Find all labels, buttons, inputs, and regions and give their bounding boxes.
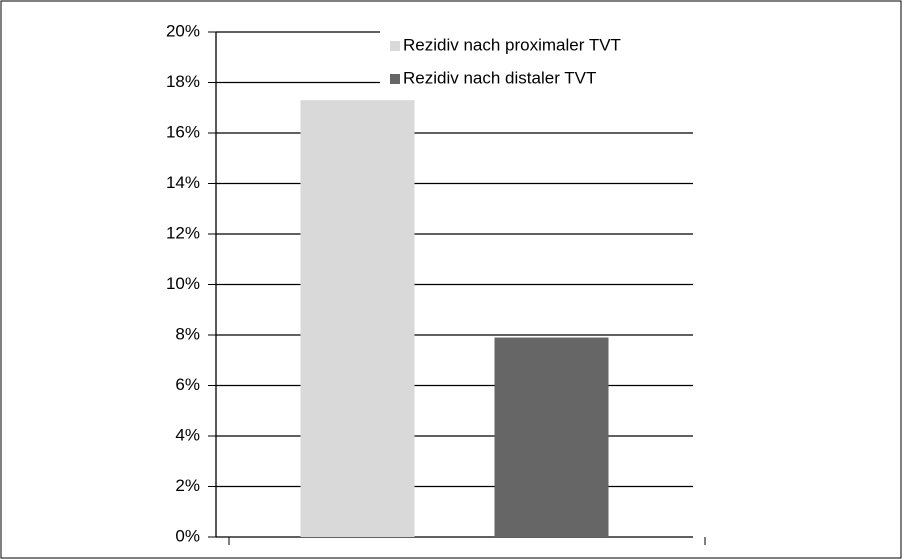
legend-label: Rezidiv nach distaler TVT	[403, 68, 596, 87]
legend-label: Rezidiv nach proximaler TVT	[403, 35, 621, 54]
y-tick-label: 0%	[175, 526, 200, 545]
y-tick-label: 12%	[166, 223, 200, 242]
y-tick-label: 16%	[166, 122, 200, 141]
y-tick-label: 10%	[166, 274, 200, 293]
y-tick-label: 2%	[175, 476, 200, 495]
legend-swatch	[390, 74, 400, 84]
y-tick-label: 14%	[166, 173, 200, 192]
legend-swatch	[390, 41, 400, 51]
y-tick-label: 8%	[175, 324, 200, 343]
y-tick-label: 6%	[175, 375, 200, 394]
y-tick-label: 20%	[166, 21, 200, 40]
bar	[300, 100, 415, 538]
legend-box	[380, 30, 693, 98]
bar	[494, 337, 609, 537]
y-tick-label: 4%	[175, 425, 200, 444]
y-tick-label: 18%	[166, 72, 200, 91]
legend: Rezidiv nach proximaler TVT Rezidiv nach …	[380, 30, 693, 98]
